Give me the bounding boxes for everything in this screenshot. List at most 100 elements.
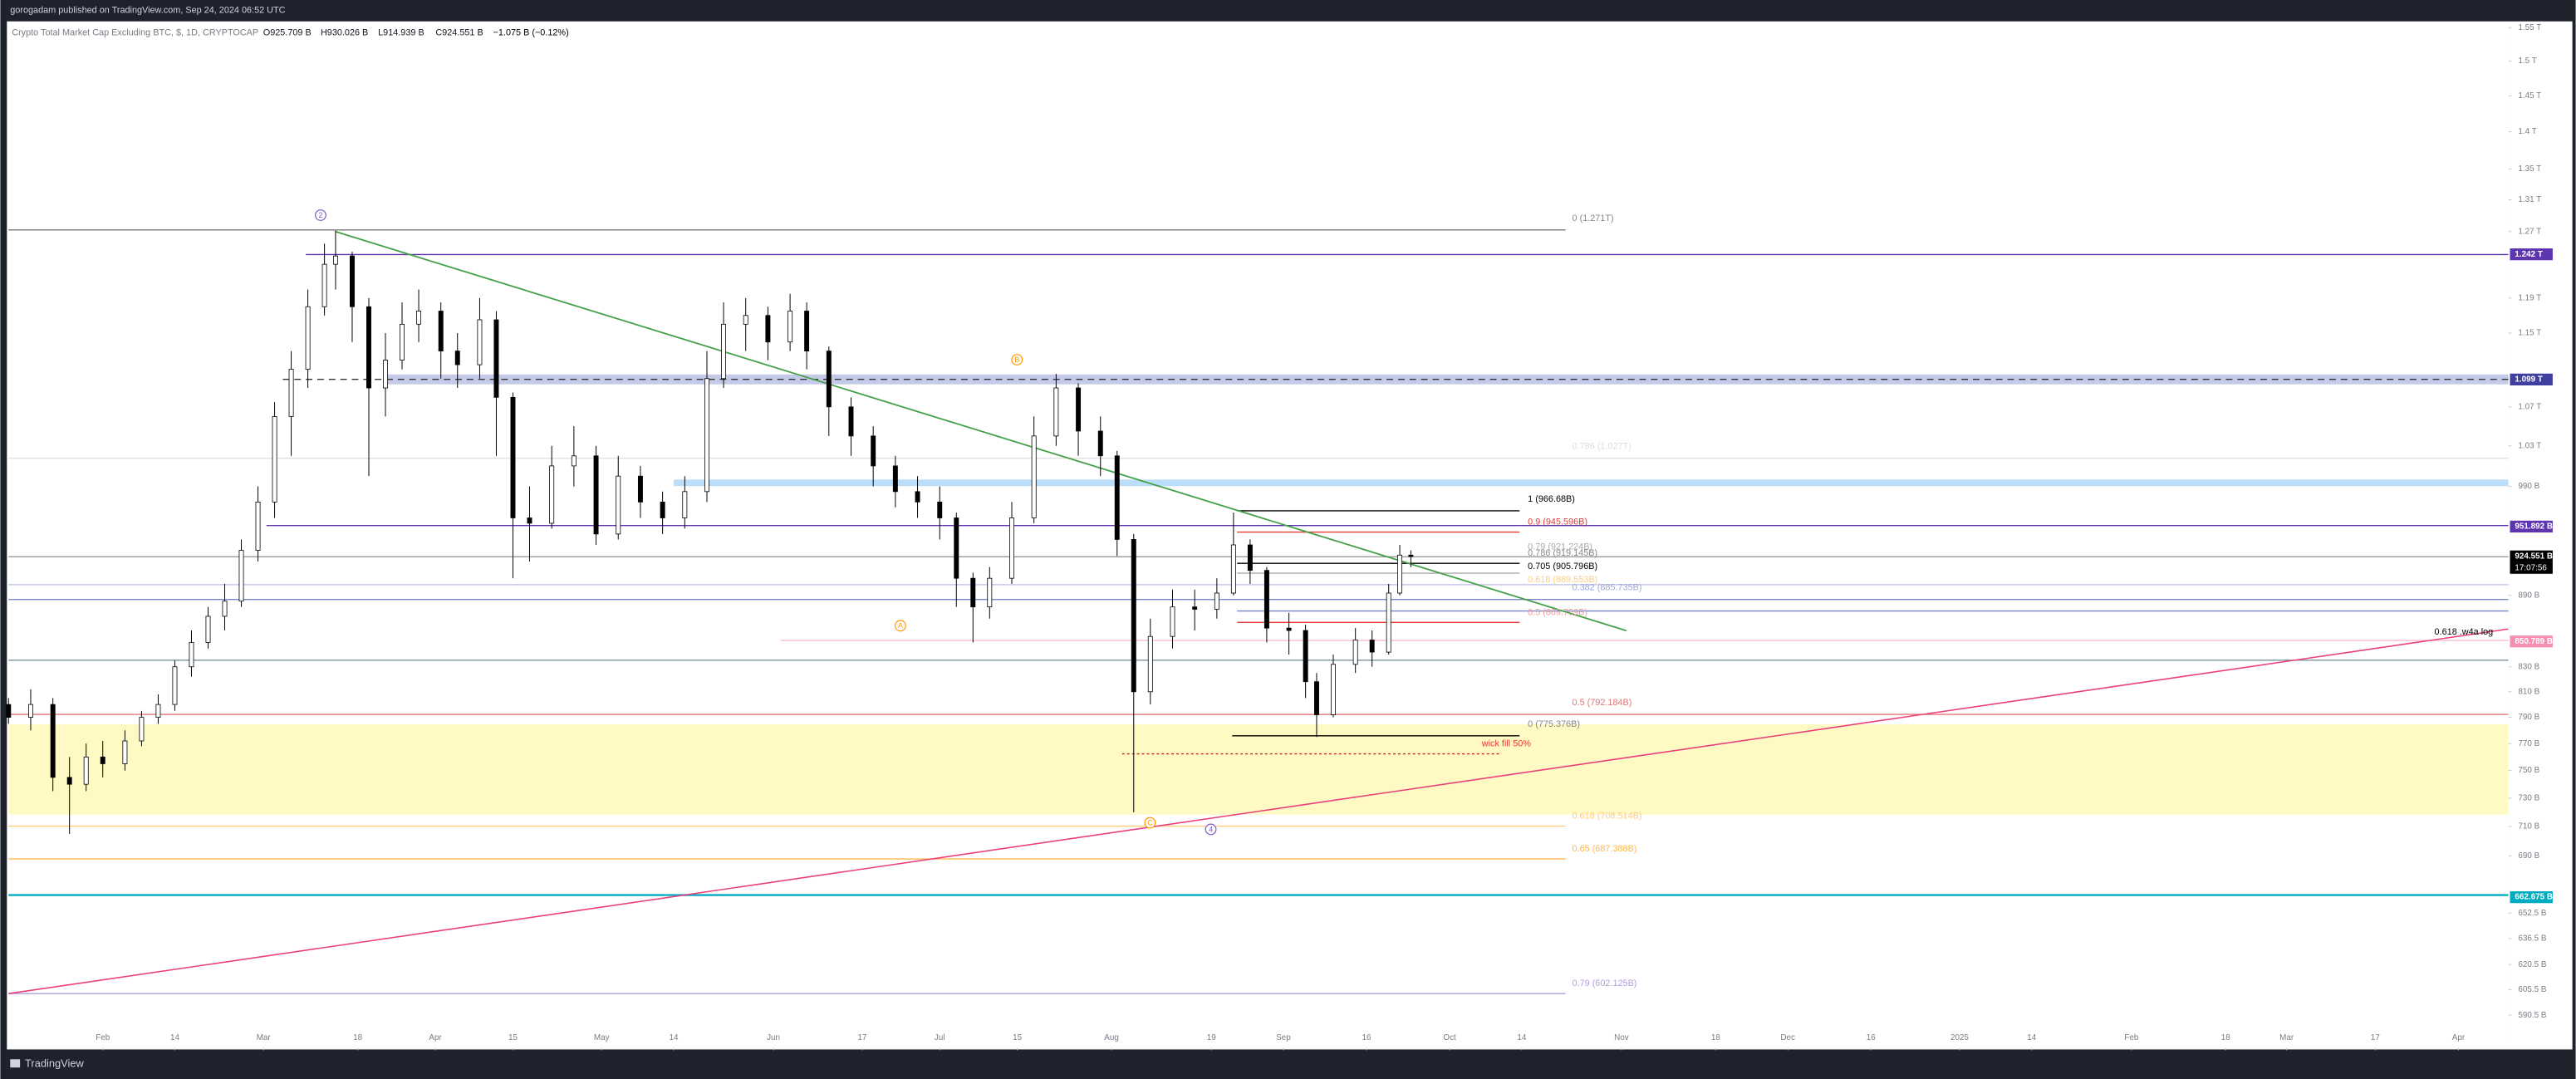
candle-body — [66, 777, 72, 785]
annotation: 0.382 (885.735B) — [1573, 583, 1642, 593]
annotation: 0.5 (869.759B) — [1528, 607, 1587, 617]
candle-body — [139, 717, 145, 742]
candle-body — [1286, 627, 1292, 631]
candle-body — [172, 666, 178, 705]
candle-body — [438, 311, 444, 352]
y-tick-label: 1.15 T — [2518, 329, 2541, 338]
candle-body — [871, 435, 876, 467]
x-tick-label: 14 — [170, 1033, 179, 1042]
candle-body — [660, 501, 665, 518]
y-tick-label: 1.07 T — [2518, 402, 2541, 411]
candle-body — [288, 369, 294, 417]
price-label: 924.551 B — [2515, 552, 2553, 561]
legend-text: C924.551 B — [435, 27, 483, 37]
x-tick-label: Jul — [935, 1033, 945, 1042]
candle-body — [272, 416, 277, 503]
annotation: 1 (966.68B) — [1528, 494, 1575, 504]
candle-body — [321, 263, 327, 307]
candle-body — [721, 323, 726, 380]
annotation: 0.786 (1.027T) — [1573, 442, 1631, 452]
price-label: 1.099 T — [2515, 375, 2542, 384]
annotation: 0.5 (792.184B) — [1573, 698, 1632, 708]
x-tick-label: 16 — [1362, 1033, 1371, 1042]
y-tick-label: 790 B — [2518, 713, 2539, 722]
published-text: gorogadam published on TradingView.com, … — [10, 6, 285, 16]
y-tick-label: 1.27 T — [2518, 227, 2541, 236]
wave-label: B — [1014, 356, 1019, 364]
candle-body — [1076, 387, 1082, 432]
x-tick-label: 17 — [857, 1033, 866, 1042]
x-tick-label: Nov — [1614, 1033, 1629, 1042]
x-tick-label: 18 — [353, 1033, 362, 1042]
annotation: 0.79 (602.125B) — [1573, 978, 1637, 988]
candle-body — [416, 311, 422, 325]
legend-text: Crypto Total Market Cap Excluding BTC, $… — [12, 27, 258, 37]
x-tick-label: 16 — [1867, 1033, 1876, 1042]
candle-body — [804, 311, 810, 352]
candle-body — [970, 577, 976, 608]
candle-body — [826, 351, 832, 408]
candle-body — [1131, 539, 1136, 693]
y-tick-label: 810 B — [2518, 687, 2539, 696]
drawings — [8, 229, 2509, 994]
candle-body — [238, 550, 244, 602]
price-label: 1.242 T — [2515, 250, 2542, 259]
wave-label: 4 — [1209, 825, 1213, 833]
footer-brand[interactable]: TradingView — [25, 1057, 84, 1070]
y-tick-label: 1.4 T — [2518, 127, 2536, 136]
annotation: 0 (775.376B) — [1528, 719, 1580, 729]
candle-body — [593, 455, 599, 535]
annotation: 0.786 (919.145B) — [1528, 548, 1597, 558]
plot-area — [7, 21, 2510, 1050]
price-label: 850.789 B — [2515, 637, 2553, 646]
legend-text: H930.026 B — [321, 27, 368, 37]
candle-body — [616, 475, 621, 535]
candle-body — [255, 501, 261, 551]
candle-body — [954, 517, 959, 579]
candle-body — [682, 491, 688, 518]
candle-body — [1386, 592, 1391, 653]
candle-body — [493, 319, 499, 398]
band — [674, 479, 2509, 487]
x-tick-label: 2025 — [1950, 1033, 1969, 1042]
annotation: 0.9 (945.596B) — [1528, 517, 1587, 527]
candle-body — [477, 319, 483, 365]
y-tick-label: 730 B — [2518, 794, 2539, 803]
y-tick-label: 620.5 B — [2518, 960, 2546, 969]
x-tick-label: Mar — [257, 1033, 272, 1042]
candle-body — [1369, 640, 1375, 653]
candle-body — [1331, 664, 1336, 715]
candle-body — [1214, 592, 1219, 610]
y-tick-label: 652.5 B — [2518, 909, 2546, 918]
candle-body — [571, 455, 577, 467]
price-label-box — [2510, 373, 2553, 385]
annotation: wick fill 50% — [1481, 739, 1531, 749]
candle-body — [549, 465, 555, 524]
candle-body — [1147, 635, 1153, 693]
x-tick-label: Apr — [429, 1033, 442, 1042]
wave-marker — [894, 620, 906, 632]
candle-body — [765, 315, 771, 343]
candle-body — [1009, 517, 1014, 579]
y-tick-label: 890 B — [2518, 591, 2539, 600]
price-label: 662.675 B — [2515, 893, 2553, 902]
candle-body — [1097, 430, 1103, 457]
candle-body — [205, 616, 211, 643]
x-tick-label: 17 — [2371, 1033, 2380, 1042]
candle-body — [1314, 681, 1319, 715]
trendline — [8, 628, 2509, 994]
candle-body — [892, 465, 898, 493]
y-tick-label: 1.03 T — [2518, 441, 2541, 450]
wave-marker — [1144, 817, 1156, 829]
annotation: 0.618 .w4a log — [2435, 627, 2494, 637]
candle-body — [383, 360, 388, 389]
candle-body — [305, 306, 311, 370]
candle-body — [189, 642, 194, 668]
y-tick-label: 830 B — [2518, 662, 2539, 671]
candle-body — [1031, 435, 1037, 518]
x-tick-label: 15 — [508, 1033, 518, 1042]
candle-body — [1170, 606, 1175, 637]
candle-body — [1247, 544, 1253, 571]
